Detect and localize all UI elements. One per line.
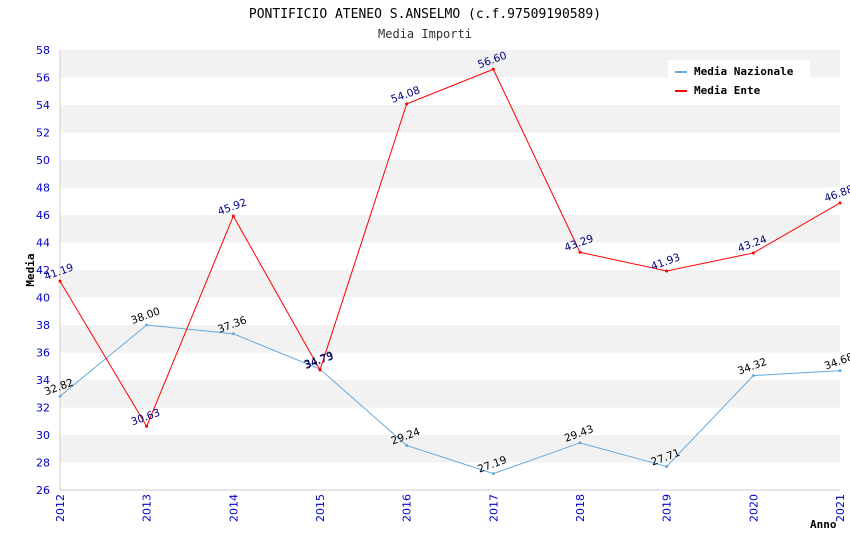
grid-band bbox=[60, 270, 840, 298]
series-lines bbox=[58, 67, 842, 476]
x-tick-labels: 2012 2013 2014 2015 2016 2017 2018 2019 2020 2021 bbox=[54, 494, 847, 522]
y-tick-label: 46 bbox=[36, 209, 50, 222]
y-tick-label: 30 bbox=[36, 429, 50, 442]
x-tick-label: 2014 bbox=[227, 494, 240, 522]
y-tick-label: 54 bbox=[36, 99, 50, 112]
y-tick-labels: 26 28 30 32 34 36 38 40 42 44 46 48 50 52 54 56 58 bbox=[36, 44, 50, 497]
data-point bbox=[318, 368, 322, 372]
grid-band bbox=[60, 380, 840, 408]
data-point bbox=[751, 251, 755, 255]
legend: Media Nazionale Media Ente bbox=[668, 60, 810, 102]
y-tick-label: 58 bbox=[36, 44, 50, 57]
data-point bbox=[405, 102, 409, 106]
x-tick-label: 2020 bbox=[747, 494, 760, 522]
y-tick-label: 26 bbox=[36, 484, 50, 497]
y-tick-label: 40 bbox=[36, 292, 50, 305]
grid-band bbox=[60, 297, 840, 325]
x-tick-label: 2017 bbox=[487, 494, 500, 522]
data-point bbox=[578, 441, 582, 445]
series-line-media-nazionale bbox=[59, 324, 841, 475]
x-tick-label: 2021 bbox=[834, 494, 847, 522]
grid-band bbox=[60, 242, 840, 270]
x-tick-label: 2015 bbox=[314, 494, 327, 522]
y-tick-label: 36 bbox=[36, 347, 50, 360]
y-tick-label: 28 bbox=[36, 457, 50, 470]
chart-title: PONTIFICIO ATENEO S.ANSELMO (c.f.9750919… bbox=[249, 7, 601, 22]
x-tick-label: 2012 bbox=[54, 494, 67, 522]
grid-band bbox=[60, 105, 840, 133]
data-point bbox=[665, 464, 669, 468]
data-point bbox=[231, 214, 235, 218]
y-tick-label: 38 bbox=[36, 319, 50, 332]
grid-band bbox=[60, 325, 840, 353]
data-point bbox=[578, 250, 582, 254]
grid-band bbox=[60, 132, 840, 160]
y-tick-label: 56 bbox=[36, 72, 50, 85]
legend-label-media-ente: Media Ente bbox=[694, 84, 761, 97]
y-tick-label: 34 bbox=[36, 374, 50, 387]
y-tick-label: 44 bbox=[36, 237, 50, 250]
y-tick-label: 42 bbox=[36, 264, 50, 277]
data-point bbox=[145, 424, 149, 428]
data-point bbox=[838, 201, 842, 205]
data-point bbox=[838, 369, 842, 373]
y-tick-label: 50 bbox=[36, 154, 50, 167]
data-point bbox=[58, 394, 62, 398]
data-point bbox=[405, 443, 409, 447]
legend-box bbox=[668, 60, 810, 102]
data-point bbox=[491, 67, 495, 71]
chart-subtitle: Media Importi bbox=[378, 27, 472, 41]
data-point bbox=[491, 472, 495, 476]
grid-band bbox=[60, 187, 840, 215]
x-tick-label: 2016 bbox=[401, 494, 414, 522]
data-point bbox=[58, 279, 62, 283]
y-tick-label: 48 bbox=[36, 182, 50, 195]
grid-band bbox=[60, 160, 840, 188]
x-tick-label: 2019 bbox=[661, 494, 674, 522]
grid-band bbox=[60, 407, 840, 435]
data-point bbox=[751, 374, 755, 378]
series-line-media-ente bbox=[59, 68, 841, 428]
data-point bbox=[231, 332, 235, 336]
y-axis-title: Media bbox=[24, 253, 37, 286]
grid-band bbox=[60, 352, 840, 380]
data-point bbox=[665, 269, 669, 273]
grid-bands bbox=[60, 50, 840, 490]
x-tick-label: 2018 bbox=[574, 494, 587, 522]
data-point bbox=[145, 323, 149, 327]
y-tick-label: 32 bbox=[36, 402, 50, 415]
grid-band bbox=[60, 435, 840, 463]
legend-label-media-nazionale: Media Nazionale bbox=[694, 65, 794, 78]
y-tick-label: 52 bbox=[36, 127, 50, 140]
grid-band bbox=[60, 215, 840, 243]
x-axis-title: Anno bbox=[810, 518, 837, 531]
x-tick-label: 2013 bbox=[141, 494, 154, 522]
grid-band bbox=[60, 462, 840, 490]
